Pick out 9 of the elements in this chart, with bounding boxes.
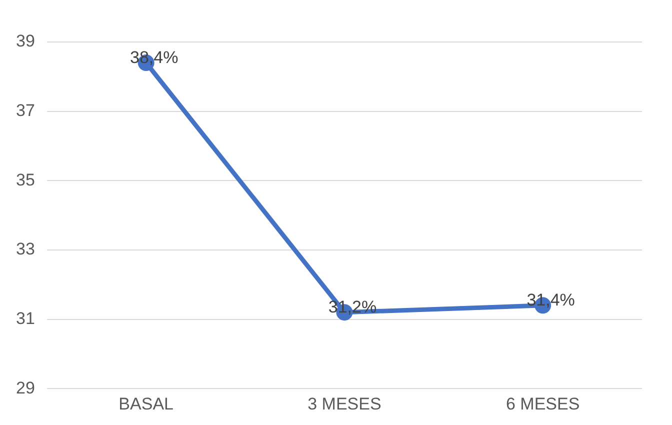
x-tick-label: BASAL (118, 394, 174, 414)
x-tick-label: 3 MESES (308, 394, 382, 414)
y-tick-label: 35 (16, 170, 35, 190)
y-tick-label: 37 (16, 101, 35, 120)
x-tick-label: 6 MESES (506, 394, 580, 414)
y-tick-label: 29 (16, 378, 35, 398)
y-tick-label: 39 (16, 32, 35, 51)
y-tick-label: 33 (16, 240, 35, 259)
y-tick-label: 31 (16, 308, 35, 328)
